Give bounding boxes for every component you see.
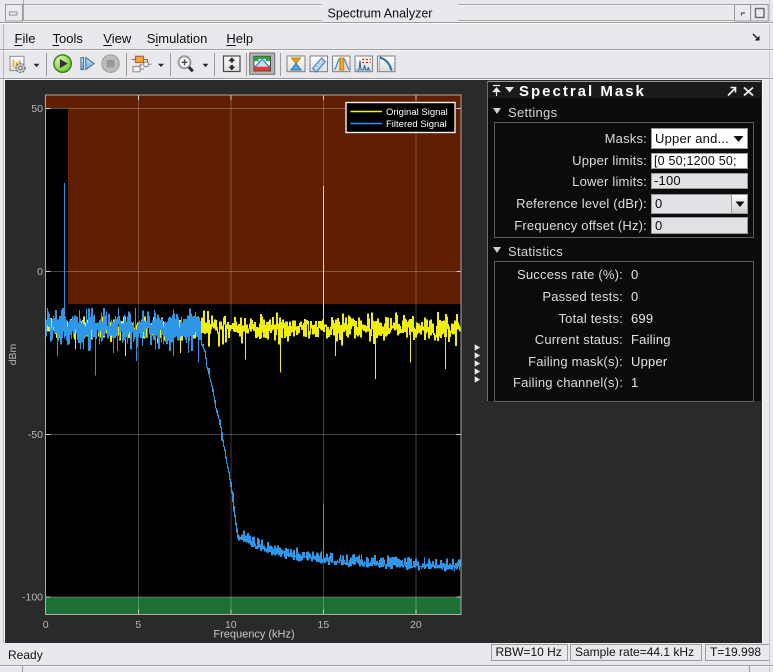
svg-text:Spectrum Analyzer: Spectrum Analyzer xyxy=(328,7,433,21)
svg-text:-100: -100 xyxy=(22,592,43,604)
svg-text:-50: -50 xyxy=(28,429,43,441)
svg-text:0: 0 xyxy=(37,266,43,278)
svg-text:Filtered Signal: Filtered Signal xyxy=(386,119,447,130)
svg-text:15: 15 xyxy=(318,619,330,631)
svg-text:Frequency (kHz): Frequency (kHz) xyxy=(213,629,294,641)
svg-text:dBm: dBm xyxy=(7,343,19,365)
svg-text:50: 50 xyxy=(31,103,43,115)
svg-text:20: 20 xyxy=(410,619,422,631)
svg-text:Original Signal: Original Signal xyxy=(386,107,448,118)
svg-text:10: 10 xyxy=(225,619,237,631)
svg-text:5: 5 xyxy=(135,619,141,631)
svg-text:0: 0 xyxy=(43,619,49,631)
